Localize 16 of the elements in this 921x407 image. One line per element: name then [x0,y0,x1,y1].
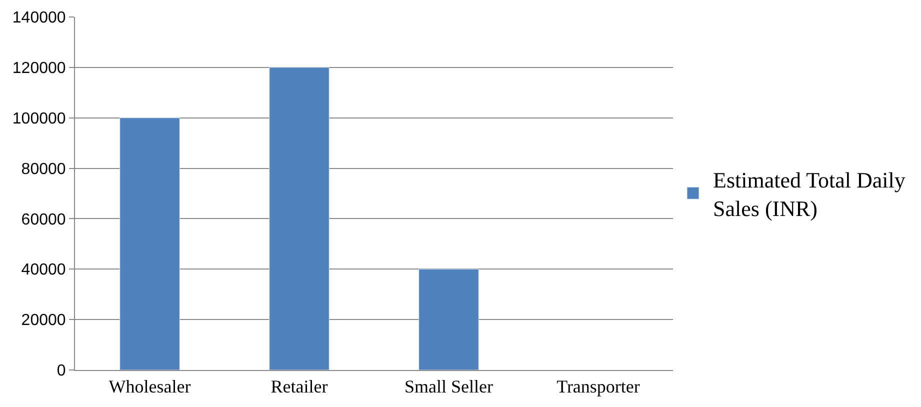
x-tick-label: Small Seller [404,376,493,397]
y-tick-label: 0 [56,362,66,380]
x-tick-label: Transporter [556,376,640,397]
legend-label: Estimated Total Daily Sales (INR) [713,167,906,221]
bar [120,118,180,370]
y-tick-label: 100000 [12,110,66,128]
bar [269,67,330,370]
x-tick-label: Retailer [270,376,328,397]
y-tick-label: 40000 [21,262,66,279]
y-tick-label: 20000 [21,312,66,330]
y-tick-label: 140000 [12,10,66,27]
bar [418,268,479,370]
y-tick-label: 60000 [21,211,66,228]
y-tick-label: 80000 [21,160,66,178]
x-tick-label: Wholesaler [108,376,191,397]
y-tick-label: 120000 [12,60,66,78]
